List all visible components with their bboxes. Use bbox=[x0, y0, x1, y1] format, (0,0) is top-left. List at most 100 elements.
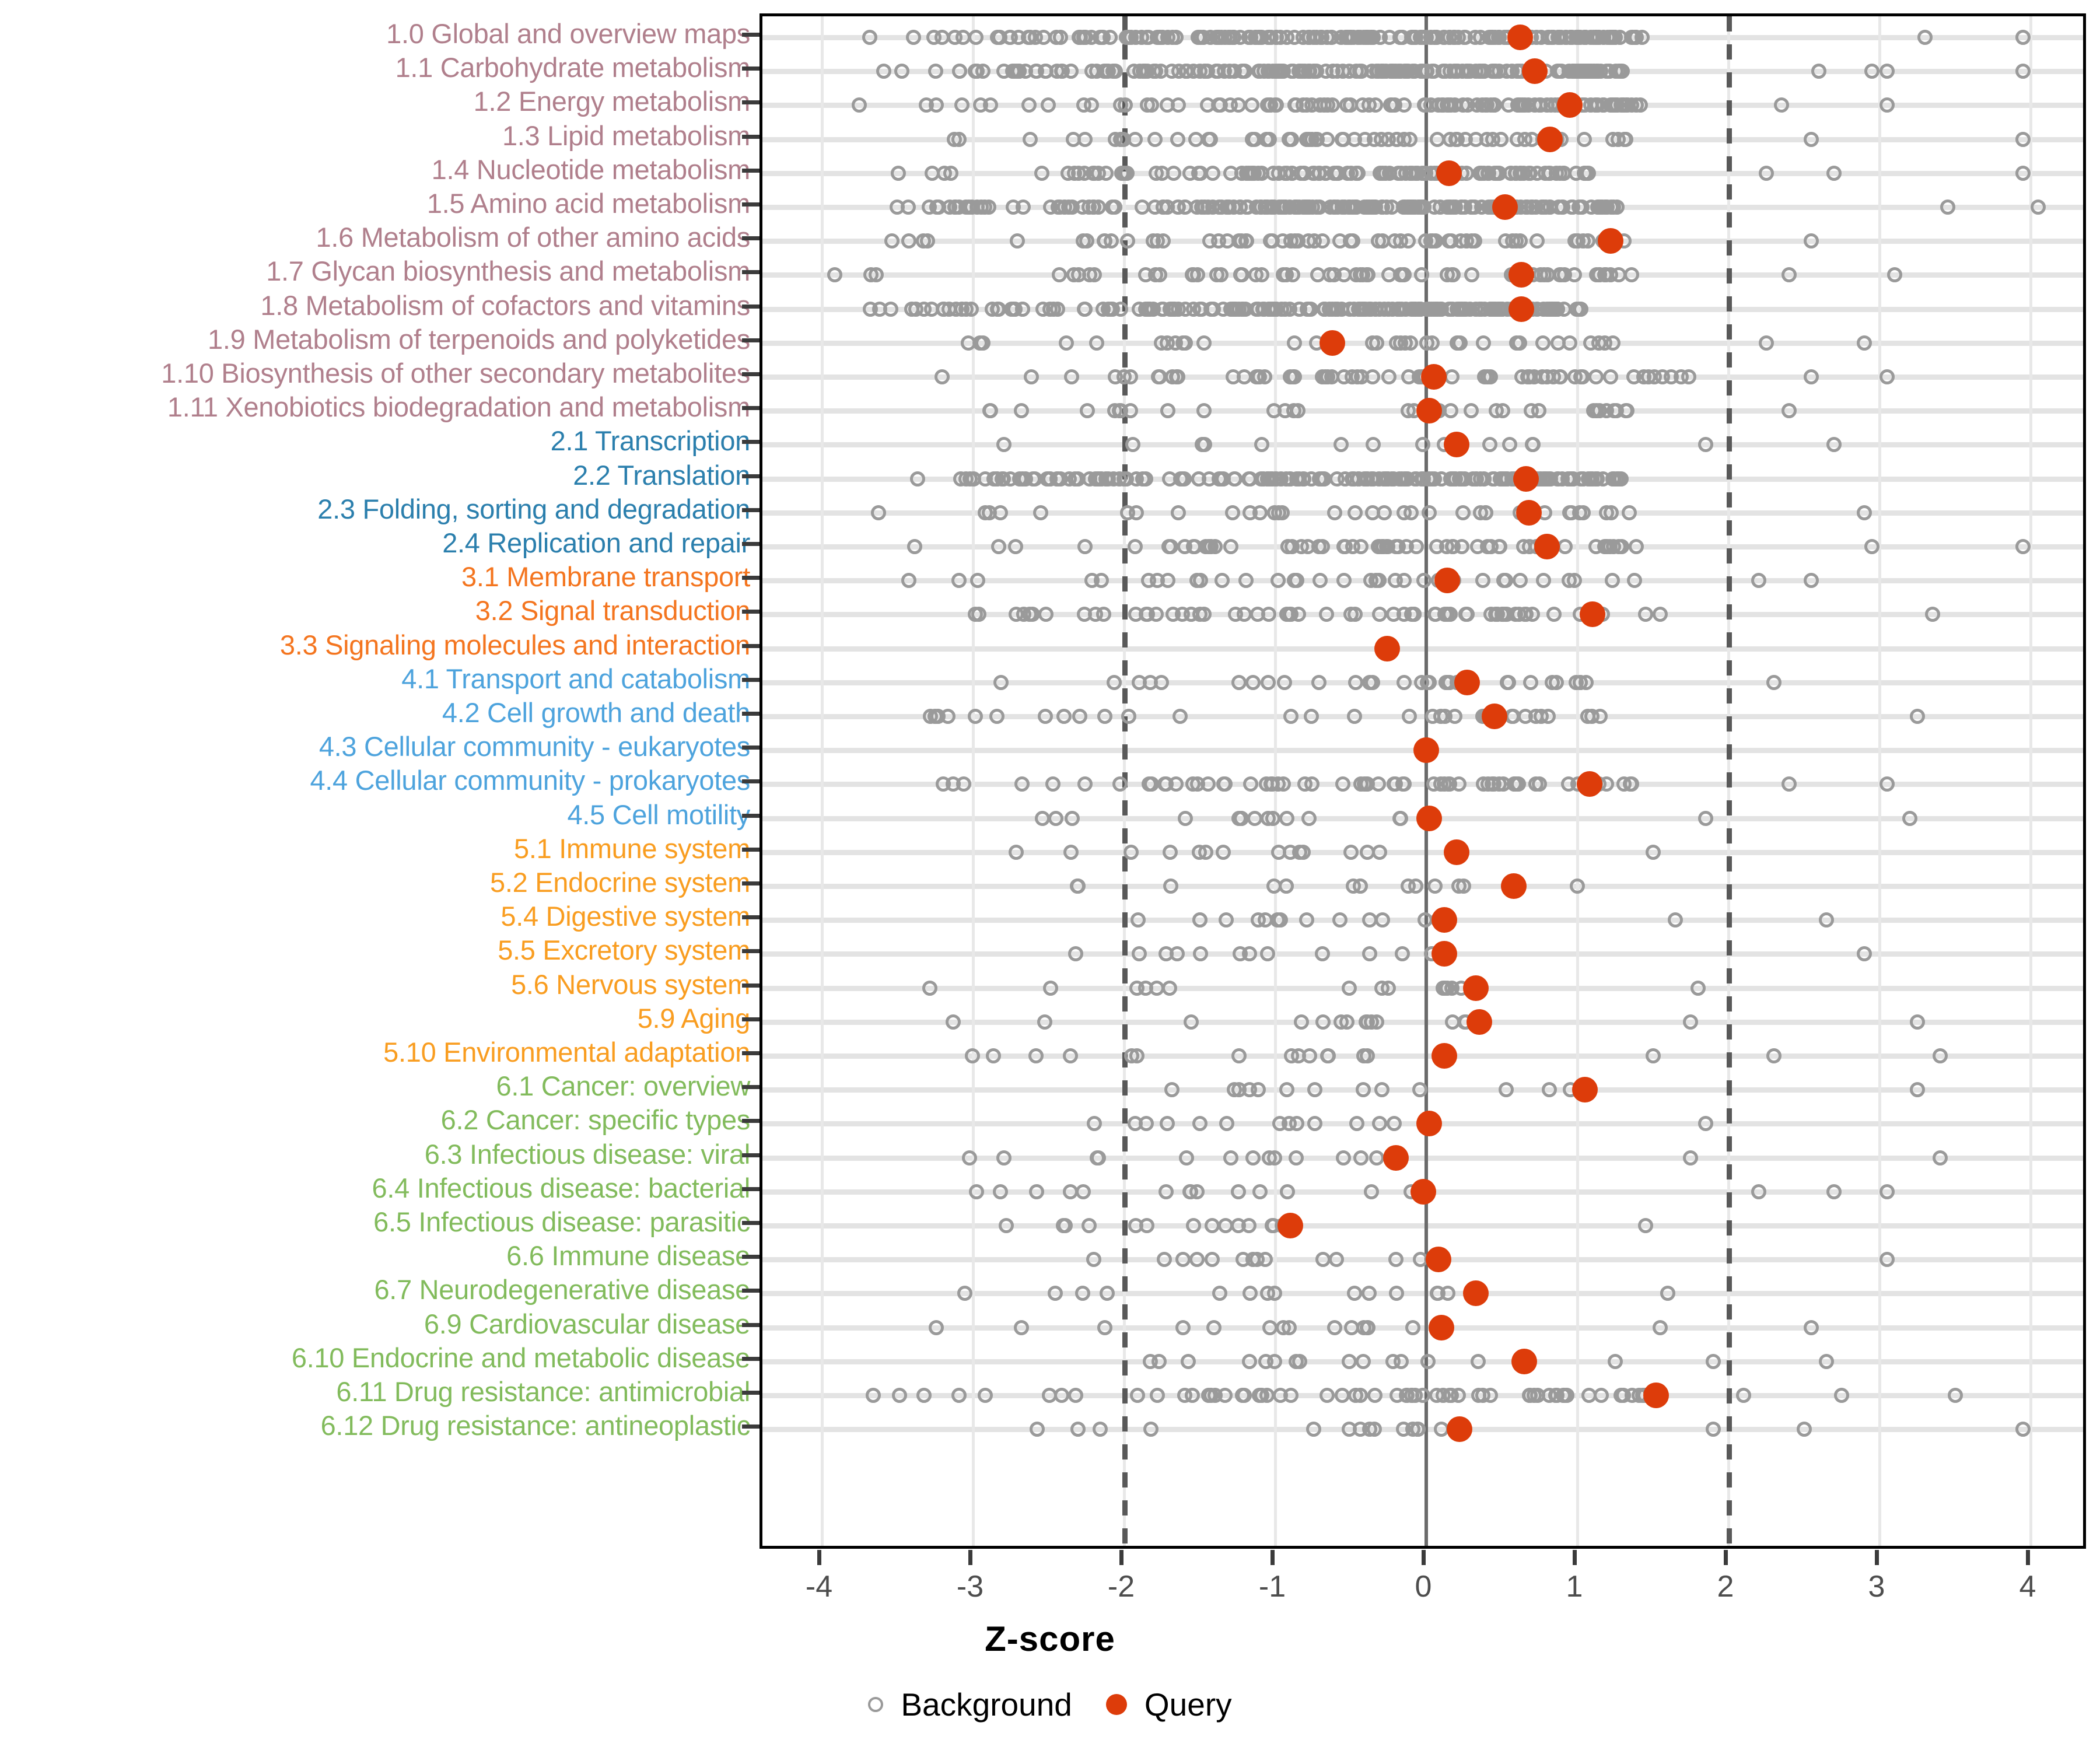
background-point bbox=[1634, 30, 1650, 45]
background-point bbox=[1143, 97, 1159, 113]
background-point bbox=[1474, 64, 1490, 79]
background-point bbox=[1326, 267, 1342, 283]
background-point bbox=[1804, 131, 1819, 147]
gridline-horizontal bbox=[762, 1325, 2083, 1331]
y-axis-category-label: 6.3 Infectious disease: viral bbox=[424, 1138, 751, 1170]
background-point bbox=[1396, 97, 1412, 113]
background-point bbox=[1268, 64, 1283, 79]
y-axis-tick bbox=[742, 1186, 760, 1191]
y-axis-category-label: 4.5 Cell motility bbox=[567, 799, 750, 830]
background-point bbox=[1297, 165, 1312, 181]
y-axis-category-label: 2.3 Folding, sorting and degradation bbox=[317, 493, 750, 524]
background-point bbox=[1208, 30, 1224, 45]
gridline-horizontal bbox=[762, 1291, 2083, 1297]
y-axis-category-label: 1.1 Carbohydrate metabolism bbox=[395, 52, 751, 83]
x-axis-tick-label: 4 bbox=[2019, 1570, 2036, 1604]
y-axis-tick bbox=[742, 610, 760, 614]
y-axis-tick bbox=[742, 474, 760, 478]
background-point bbox=[1413, 267, 1429, 283]
background-point bbox=[884, 233, 900, 249]
background-point bbox=[1107, 200, 1122, 215]
background-point bbox=[1191, 30, 1206, 45]
background-point bbox=[1003, 30, 1019, 45]
background-point bbox=[1234, 233, 1250, 249]
background-point bbox=[1396, 131, 1412, 147]
y-axis-category-label: 1.8 Metabolism of cofactors and vitamins bbox=[260, 289, 750, 321]
y-axis-tick bbox=[742, 304, 760, 309]
background-point bbox=[1517, 131, 1532, 147]
y-axis-category-label: 6.7 Neurodegenerative disease bbox=[374, 1274, 750, 1306]
background-point bbox=[1234, 267, 1250, 283]
background-point bbox=[1464, 233, 1479, 249]
background-point bbox=[1034, 165, 1050, 181]
background-point bbox=[1467, 200, 1483, 215]
background-point bbox=[1289, 200, 1305, 215]
x-axis-tick bbox=[1573, 1550, 1577, 1565]
background-point bbox=[1170, 131, 1186, 147]
y-axis-tick bbox=[742, 847, 760, 852]
background-point bbox=[1879, 97, 1895, 113]
background-point bbox=[1053, 30, 1069, 45]
y-axis-category-label: 6.1 Cancer: overview bbox=[496, 1070, 751, 1102]
background-point bbox=[1005, 200, 1021, 215]
y-axis-tick bbox=[742, 1119, 760, 1124]
background-point bbox=[1457, 131, 1473, 147]
background-point bbox=[1478, 97, 1493, 113]
background-point bbox=[1065, 131, 1081, 147]
legend-label-query: Query bbox=[1144, 1686, 1232, 1723]
y-axis-tick bbox=[742, 406, 760, 411]
background-point bbox=[876, 64, 892, 79]
background-point bbox=[1826, 165, 1842, 181]
reference-line-zero bbox=[1424, 16, 1428, 1546]
gridline-horizontal bbox=[762, 714, 2083, 719]
background-point bbox=[2015, 165, 2031, 181]
legend-item-query: Query bbox=[1105, 1686, 1232, 1723]
background-point bbox=[1258, 200, 1274, 215]
x-axis-tick-label: -1 bbox=[1258, 1570, 1286, 1604]
background-point bbox=[1191, 165, 1206, 181]
background-point bbox=[964, 200, 980, 215]
background-point bbox=[906, 30, 922, 45]
y-axis-category-label: 3.2 Signal transduction bbox=[475, 595, 751, 626]
background-point bbox=[1137, 64, 1153, 79]
background-point bbox=[2015, 64, 2031, 79]
background-point bbox=[1287, 97, 1303, 113]
y-axis-category-label: 4.2 Cell growth and death bbox=[442, 697, 750, 728]
background-point bbox=[1051, 267, 1067, 283]
y-axis-tick bbox=[742, 66, 760, 71]
background-point bbox=[1415, 165, 1430, 181]
background-point bbox=[1153, 64, 1169, 79]
gridline-vertical bbox=[821, 16, 824, 1546]
background-point bbox=[951, 131, 967, 147]
background-point bbox=[1189, 267, 1205, 283]
background-point bbox=[1467, 30, 1483, 45]
background-point bbox=[1374, 165, 1390, 181]
y-axis-category-label: 1.7 Glycan biosynthesis and metabolism bbox=[266, 256, 750, 287]
background-point bbox=[1492, 165, 1507, 181]
y-axis-tick bbox=[742, 779, 760, 784]
background-point bbox=[1355, 267, 1371, 283]
gridline-horizontal bbox=[762, 1019, 2083, 1025]
background-point bbox=[982, 97, 998, 113]
background-point bbox=[1580, 165, 1596, 181]
background-point bbox=[1116, 131, 1132, 147]
background-point bbox=[1326, 200, 1342, 215]
background-point bbox=[1254, 267, 1270, 283]
y-axis-tick bbox=[742, 1085, 760, 1090]
background-point bbox=[1119, 165, 1135, 181]
gridline-vertical bbox=[972, 16, 975, 1546]
x-axis-tick-label: -2 bbox=[1107, 1570, 1135, 1604]
reference-line-threshold bbox=[1727, 16, 1732, 1546]
background-point bbox=[1479, 131, 1495, 147]
y-axis-category-label: 1.10 Biosynthesis of other secondary met… bbox=[161, 358, 750, 388]
y-axis-tick bbox=[742, 643, 760, 648]
y-axis-tick bbox=[742, 1391, 760, 1395]
y-axis-labels: 1.0 Global and overview maps 1.1 Carbohyd… bbox=[161, 20, 760, 1439]
background-point bbox=[1530, 165, 1545, 181]
background-point bbox=[947, 200, 963, 215]
background-point bbox=[1464, 267, 1479, 283]
background-point bbox=[1021, 97, 1037, 113]
background-point bbox=[1148, 267, 1164, 283]
background-point bbox=[1244, 131, 1260, 147]
background-point bbox=[1508, 233, 1524, 249]
